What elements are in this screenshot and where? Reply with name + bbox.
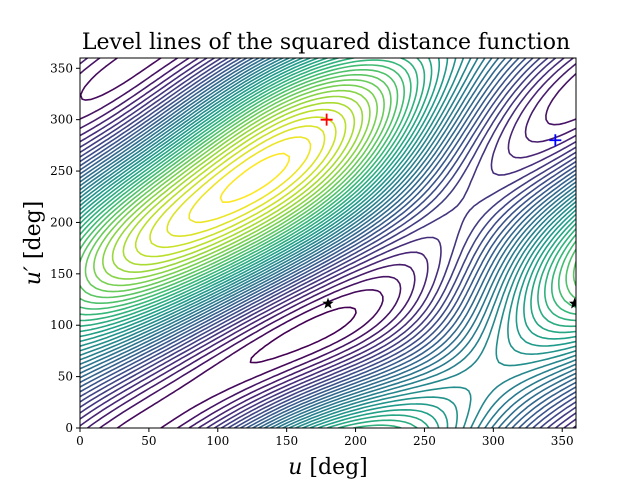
y-axis: 0 50 100 150 200 250 300 350 [50,61,80,435]
x-tick-label: 50 [141,434,156,448]
y-tick-label: 300 [50,113,73,127]
x-tick-label: 0 [76,434,84,448]
x-tick-label: 250 [413,434,436,448]
contour-level [93,84,378,287]
y-tick-label: 250 [50,164,73,178]
contour-level [122,101,356,266]
y-tick-label: 100 [50,318,73,332]
x-tick-label: 350 [551,434,574,448]
y-tick-label: 200 [50,215,73,229]
contour-level [80,64,576,310]
x-axis-label: u [deg] [288,455,368,480]
contour-level [219,152,291,203]
contour-level [80,58,576,428]
contour-lines [80,58,576,428]
contour-level [166,125,326,237]
contour-level [134,108,347,258]
contour-level [80,58,576,428]
contour-level [149,116,337,249]
contour-level [84,79,385,293]
star-marker [568,297,576,309]
contour-level [80,73,576,299]
contour-level [188,136,312,224]
chart-markers [320,113,576,309]
contour-level [111,95,364,273]
contour-level [80,58,576,428]
contour-level [80,58,576,428]
contour-level [80,59,576,316]
contour-level [80,58,576,428]
chart-title: Level lines of the squared distance func… [82,30,570,55]
x-tick-label: 300 [482,434,505,448]
y-tick-label: 150 [50,267,73,281]
contour-level [80,58,576,428]
contour-level [80,58,576,428]
star-marker [322,297,334,309]
contour-level [102,89,371,280]
contour-level [80,58,576,428]
contour-level [80,58,576,428]
contour-level [80,58,576,428]
y-axis-label: u′ [deg] [21,201,46,286]
plus-marker [549,134,562,147]
contour-level [80,58,576,428]
x-tick-label: 150 [275,434,298,448]
x-tick-label: 200 [344,434,367,448]
contour-level [249,306,357,364]
contour-level [80,58,576,428]
y-tick-label: 50 [58,370,73,384]
y-tick-label: 0 [65,421,73,435]
y-tick-label: 350 [50,61,73,75]
contour-level [80,69,576,304]
contour-level [80,58,576,428]
x-axis: 0 50 100 150 200 250 300 350 [76,428,574,448]
plot-frame [79,57,577,429]
plus-marker [320,113,333,126]
contour-level [80,58,576,428]
contour-level [80,58,576,428]
contour-level [80,58,576,428]
x-tick-label: 100 [206,434,229,448]
